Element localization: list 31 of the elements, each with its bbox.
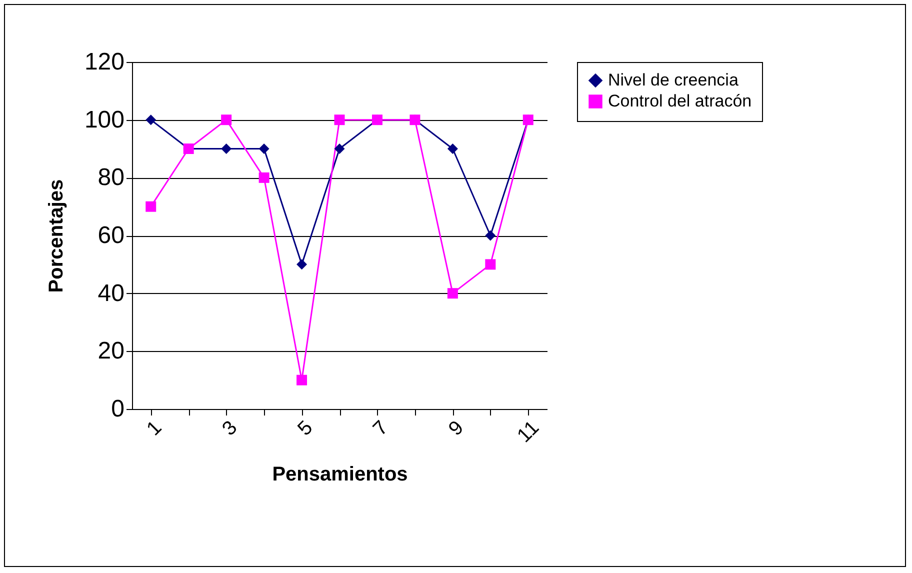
x-tick-label: 9 xyxy=(444,416,468,440)
x-tick-label: 3 xyxy=(218,416,242,440)
x-tick-label: 11 xyxy=(513,416,544,448)
point xyxy=(334,144,345,154)
y-tick-label: 80 xyxy=(98,164,124,192)
point xyxy=(146,114,156,126)
point xyxy=(221,144,232,154)
y-tick-label: 120 xyxy=(84,48,124,76)
y-axis-title: Porcentajes xyxy=(45,179,68,293)
x-axis-title: Pensamientos xyxy=(272,463,408,486)
point xyxy=(258,172,270,183)
point xyxy=(296,259,308,270)
legend-label: Nivel de creencia xyxy=(608,70,739,90)
point xyxy=(485,259,496,270)
point xyxy=(447,288,458,299)
point xyxy=(447,144,458,154)
y-tick-label: 20 xyxy=(98,338,124,365)
point xyxy=(334,114,345,126)
x-tick-label: 1 xyxy=(142,416,166,440)
x-tick-label: 5 xyxy=(294,416,318,440)
point xyxy=(485,230,496,241)
point xyxy=(146,201,156,212)
x-tick-label: 7 xyxy=(369,416,393,440)
point xyxy=(258,144,270,154)
point xyxy=(221,114,232,126)
y-tick-label: 0 xyxy=(111,396,124,422)
y-tick-label: 60 xyxy=(98,222,124,249)
point xyxy=(296,374,308,386)
legend-label: Control del atracón xyxy=(608,92,752,110)
y-tick-label: 100 xyxy=(84,106,124,134)
y-tick-label: 40 xyxy=(98,280,124,307)
